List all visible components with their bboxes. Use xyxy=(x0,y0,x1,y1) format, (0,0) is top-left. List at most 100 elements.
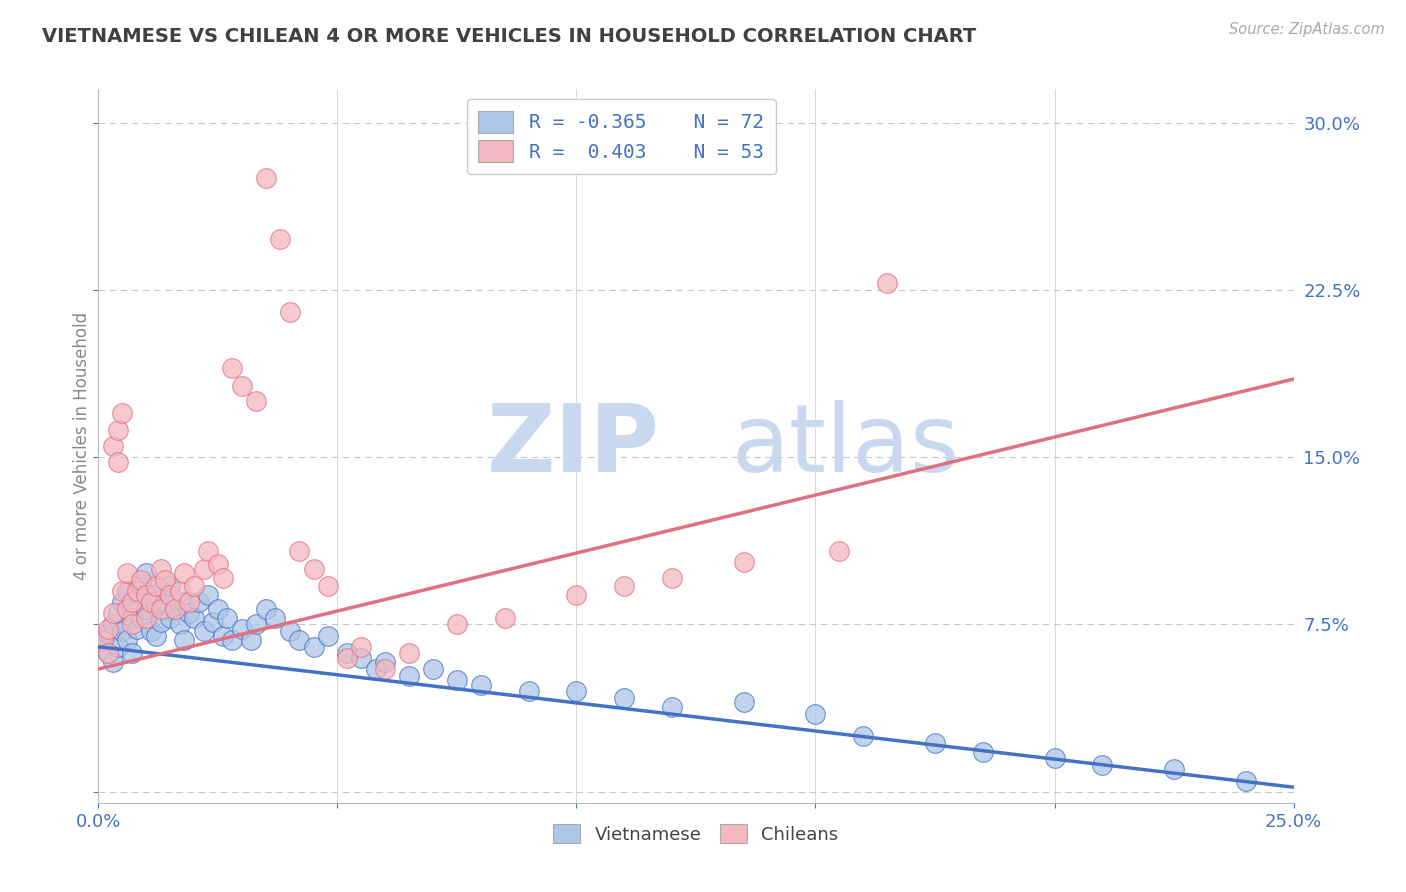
Point xyxy=(111,405,134,419)
Point xyxy=(91,633,114,648)
Point xyxy=(101,655,124,669)
Point xyxy=(121,617,143,632)
Point xyxy=(254,171,277,186)
Point xyxy=(876,276,898,290)
Point xyxy=(316,628,339,642)
Point xyxy=(374,662,396,676)
Point xyxy=(217,610,239,624)
Point xyxy=(336,646,359,660)
Point xyxy=(121,610,143,624)
Point xyxy=(221,633,243,648)
Point xyxy=(111,583,134,598)
Point xyxy=(211,628,233,642)
Point xyxy=(125,583,148,598)
Point xyxy=(565,589,588,603)
Point xyxy=(422,662,444,676)
Point xyxy=(517,684,540,698)
Point xyxy=(159,580,181,594)
Point xyxy=(179,595,201,609)
Point xyxy=(91,633,114,648)
Point xyxy=(107,454,129,469)
Point xyxy=(121,595,143,609)
Point xyxy=(139,595,162,609)
Point xyxy=(155,573,177,587)
Point xyxy=(149,615,172,630)
Point xyxy=(101,617,124,632)
Point xyxy=(145,599,167,614)
Text: VIETNAMESE VS CHILEAN 4 OR MORE VEHICLES IN HOUSEHOLD CORRELATION CHART: VIETNAMESE VS CHILEAN 4 OR MORE VEHICLES… xyxy=(42,27,976,45)
Point xyxy=(131,577,153,591)
Point xyxy=(145,580,167,594)
Point xyxy=(173,633,195,648)
Point xyxy=(336,651,359,665)
Point xyxy=(269,231,291,245)
Point xyxy=(221,360,243,375)
Text: atlas: atlas xyxy=(733,400,960,492)
Point xyxy=(264,610,287,624)
Point xyxy=(446,617,468,632)
Point xyxy=(245,617,267,632)
Point xyxy=(107,423,129,437)
Point xyxy=(169,617,191,632)
Point xyxy=(350,651,373,665)
Point xyxy=(115,566,138,580)
Point xyxy=(149,583,172,598)
Point xyxy=(131,610,153,624)
Point xyxy=(470,678,492,692)
Point xyxy=(1234,773,1257,788)
Point xyxy=(207,601,229,615)
Point xyxy=(1163,762,1185,776)
Point xyxy=(101,607,124,621)
Point xyxy=(111,624,134,639)
Point xyxy=(115,583,138,598)
Point xyxy=(193,562,215,576)
Point xyxy=(107,607,129,621)
Point xyxy=(121,646,143,660)
Point xyxy=(149,601,172,615)
Point xyxy=(924,735,946,749)
Point xyxy=(613,690,636,705)
Point xyxy=(107,640,129,654)
Point xyxy=(159,589,181,603)
Point xyxy=(231,378,253,392)
Point xyxy=(179,607,201,621)
Point xyxy=(398,646,420,660)
Point xyxy=(193,624,215,639)
Point xyxy=(446,673,468,687)
Point xyxy=(733,696,755,710)
Point xyxy=(131,573,153,587)
Point xyxy=(288,633,311,648)
Point xyxy=(97,646,120,660)
Point xyxy=(302,640,325,654)
Point xyxy=(278,624,301,639)
Point xyxy=(364,662,387,676)
Point xyxy=(661,699,683,714)
Point xyxy=(183,580,205,594)
Point xyxy=(211,571,233,585)
Legend: Vietnamese, Chileans: Vietnamese, Chileans xyxy=(546,817,846,851)
Point xyxy=(852,729,875,743)
Point xyxy=(183,610,205,624)
Point xyxy=(115,601,138,615)
Point xyxy=(733,555,755,569)
Point xyxy=(97,646,120,660)
Point xyxy=(173,595,195,609)
Point xyxy=(288,543,311,558)
Point xyxy=(159,610,181,624)
Point xyxy=(101,439,124,453)
Point xyxy=(173,566,195,580)
Point xyxy=(135,566,157,580)
Text: Source: ZipAtlas.com: Source: ZipAtlas.com xyxy=(1229,22,1385,37)
Point xyxy=(163,601,186,615)
Point xyxy=(661,571,683,585)
Point xyxy=(1091,758,1114,772)
Point xyxy=(139,624,162,639)
Point xyxy=(240,633,263,648)
Point xyxy=(187,595,209,609)
Point xyxy=(245,394,267,409)
Point xyxy=(494,610,516,624)
Point xyxy=(97,626,120,640)
Point xyxy=(972,744,994,758)
Point xyxy=(278,305,301,319)
Point xyxy=(197,543,219,558)
